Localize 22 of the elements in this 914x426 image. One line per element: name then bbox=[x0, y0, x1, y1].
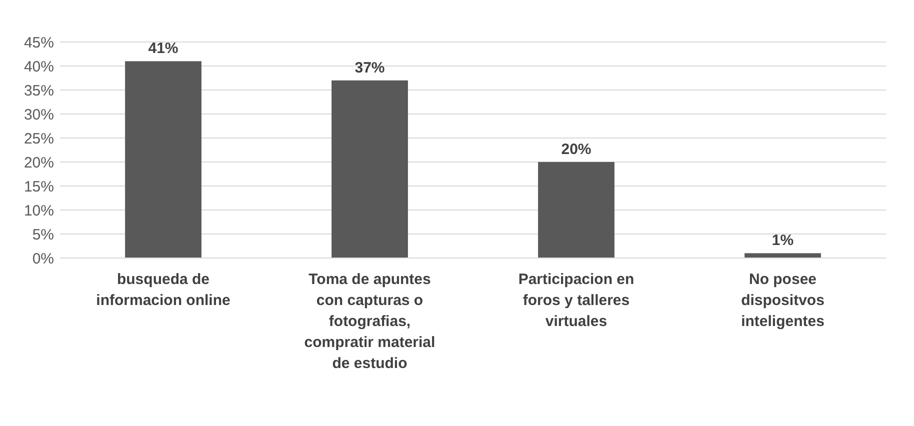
data-label: 1% bbox=[772, 232, 794, 250]
x-tick-label: No posee dispositvos inteligentes bbox=[741, 271, 824, 330]
x-tick-label: Participacion en foros y talleres virtuales bbox=[518, 271, 634, 330]
data-label: 20% bbox=[561, 141, 592, 158]
data-label: 37% bbox=[354, 59, 385, 76]
y-tick-label: 15% bbox=[24, 178, 54, 196]
x-tick-label: busqueda de informacion online bbox=[96, 271, 230, 309]
y-tick-label: 35% bbox=[24, 82, 54, 100]
data-label: 41% bbox=[148, 40, 178, 58]
bar bbox=[744, 253, 821, 258]
y-tick-label: 5% bbox=[32, 226, 54, 244]
y-tick-label: 45% bbox=[24, 34, 54, 52]
y-tick-label: 20% bbox=[24, 154, 54, 172]
x-tick-label: Toma de apuntes con capturas o fotografias, compratir material de estudio bbox=[304, 271, 436, 372]
y-tick-label: 0% bbox=[32, 250, 54, 268]
bar bbox=[125, 61, 202, 258]
y-tick-label: 10% bbox=[24, 202, 54, 220]
y-tick-label: 40% bbox=[24, 58, 54, 76]
bar bbox=[332, 80, 408, 258]
y-tick-label: 30% bbox=[24, 106, 54, 124]
y-tick-label: 25% bbox=[24, 130, 54, 148]
bar bbox=[538, 162, 614, 258]
